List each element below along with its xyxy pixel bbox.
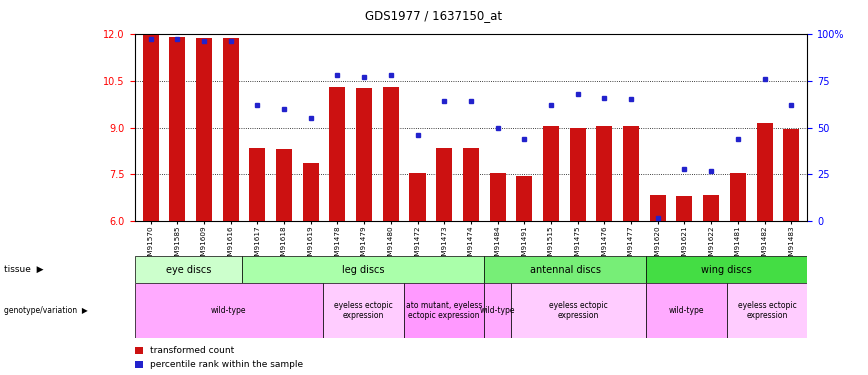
Bar (323, 283, 404, 338)
Bar (410, 173, 425, 221)
Text: eye discs: eye discs (166, 265, 211, 274)
Text: eyeless ectopic
expression: eyeless ectopic expression (334, 301, 392, 320)
Text: wild-type: wild-type (480, 306, 516, 315)
Bar (757, 123, 773, 221)
Bar (222, 39, 239, 221)
Bar (490, 173, 505, 221)
Bar (169, 37, 185, 221)
Text: percentile rank within the sample: percentile rank within the sample (150, 360, 303, 369)
Bar (650, 195, 666, 221)
Bar (727, 283, 807, 338)
Bar (484, 256, 646, 283)
Bar (437, 148, 452, 221)
Bar (484, 283, 511, 338)
Bar (135, 283, 323, 338)
Text: genotype/variation  ▶: genotype/variation ▶ (4, 306, 88, 315)
Bar (623, 126, 639, 221)
Text: wild-type: wild-type (668, 306, 704, 315)
Bar (703, 195, 720, 221)
Bar (646, 256, 807, 283)
Bar (730, 173, 746, 221)
Bar (543, 126, 559, 221)
Bar (135, 256, 242, 283)
Bar (463, 148, 479, 221)
Bar (404, 283, 484, 338)
Text: leg discs: leg discs (342, 265, 385, 274)
Bar (646, 283, 727, 338)
Text: eyeless ectopic
expression: eyeless ectopic expression (738, 301, 796, 320)
Bar (276, 149, 292, 221)
Text: tissue  ▶: tissue ▶ (4, 265, 44, 274)
Bar (383, 87, 398, 221)
Bar (330, 87, 345, 221)
Bar (196, 39, 212, 221)
Bar (249, 148, 266, 221)
Bar (676, 196, 693, 221)
Text: GDS1977 / 1637150_at: GDS1977 / 1637150_at (365, 9, 503, 22)
Bar (596, 126, 612, 221)
Bar (511, 283, 646, 338)
Text: transformed count: transformed count (150, 346, 234, 355)
Bar (516, 176, 532, 221)
Text: ato mutant, eyeless
ectopic expression: ato mutant, eyeless ectopic expression (406, 301, 482, 320)
Bar (356, 88, 372, 221)
Bar (242, 256, 484, 283)
Text: antennal discs: antennal discs (529, 265, 601, 274)
Bar (569, 128, 586, 221)
Bar (303, 164, 319, 221)
Text: wing discs: wing discs (701, 265, 752, 274)
Text: wild-type: wild-type (211, 306, 247, 315)
Bar (142, 35, 159, 221)
Text: eyeless ectopic
expression: eyeless ectopic expression (549, 301, 608, 320)
Bar (783, 129, 799, 221)
